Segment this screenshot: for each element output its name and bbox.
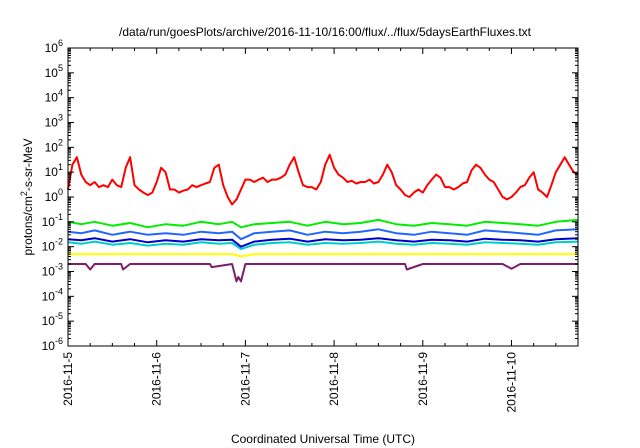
y-axis-label: protons/cm2-s-sr-MeV	[19, 138, 35, 255]
y-tick-label: 10-5	[42, 311, 63, 328]
y-tick-label: 105	[45, 63, 63, 80]
y-tick-label: 10-3	[42, 262, 63, 279]
y-tick-label: 104	[45, 88, 63, 105]
series-line-6	[68, 263, 578, 283]
y-tick-label: 10-6	[42, 336, 63, 353]
y-tick-label: 10-2	[42, 237, 63, 254]
x-axis-label: Coordinated Universal Time (UTC)	[231, 432, 415, 446]
series-line-3	[67, 240, 579, 251]
x-tick-label: 2016-11-10	[504, 352, 518, 413]
series-line-0	[67, 153, 579, 206]
series-line-1	[67, 218, 579, 229]
chart-title: /data/run/goesPlots/archive/2016-11-10/1…	[119, 25, 532, 39]
x-tick-label: 2016-11-7	[238, 352, 252, 406]
y-tick-label: 103	[45, 113, 63, 130]
y-tick-label: 100	[45, 187, 63, 204]
y-tick-label: 106	[45, 38, 63, 55]
series-line-5	[68, 253, 578, 258]
x-tick-label: 2016-11-9	[416, 352, 430, 406]
series-line-2	[67, 228, 579, 241]
x-axis: 2016-11-5 2016-11-6 2016-11-7 2016-11-8 2016…	[61, 48, 579, 413]
x-tick-label: 2016-11-8	[327, 352, 341, 406]
y-tick-label: 101	[45, 162, 63, 179]
plot-lines	[67, 153, 579, 283]
series-line-4	[67, 237, 579, 248]
y-tick-label: 102	[45, 137, 63, 154]
y-tick-label: 10-4	[42, 286, 63, 303]
y-tick-label: 10-1	[42, 212, 63, 229]
x-tick-label: 2016-11-5	[61, 352, 75, 406]
x-tick-label: 2016-11-6	[150, 352, 164, 406]
y-axis: 10-6 10-5 10-4 10-3 10-2 10-1 100 101 102 103 104 1…	[42, 38, 578, 353]
